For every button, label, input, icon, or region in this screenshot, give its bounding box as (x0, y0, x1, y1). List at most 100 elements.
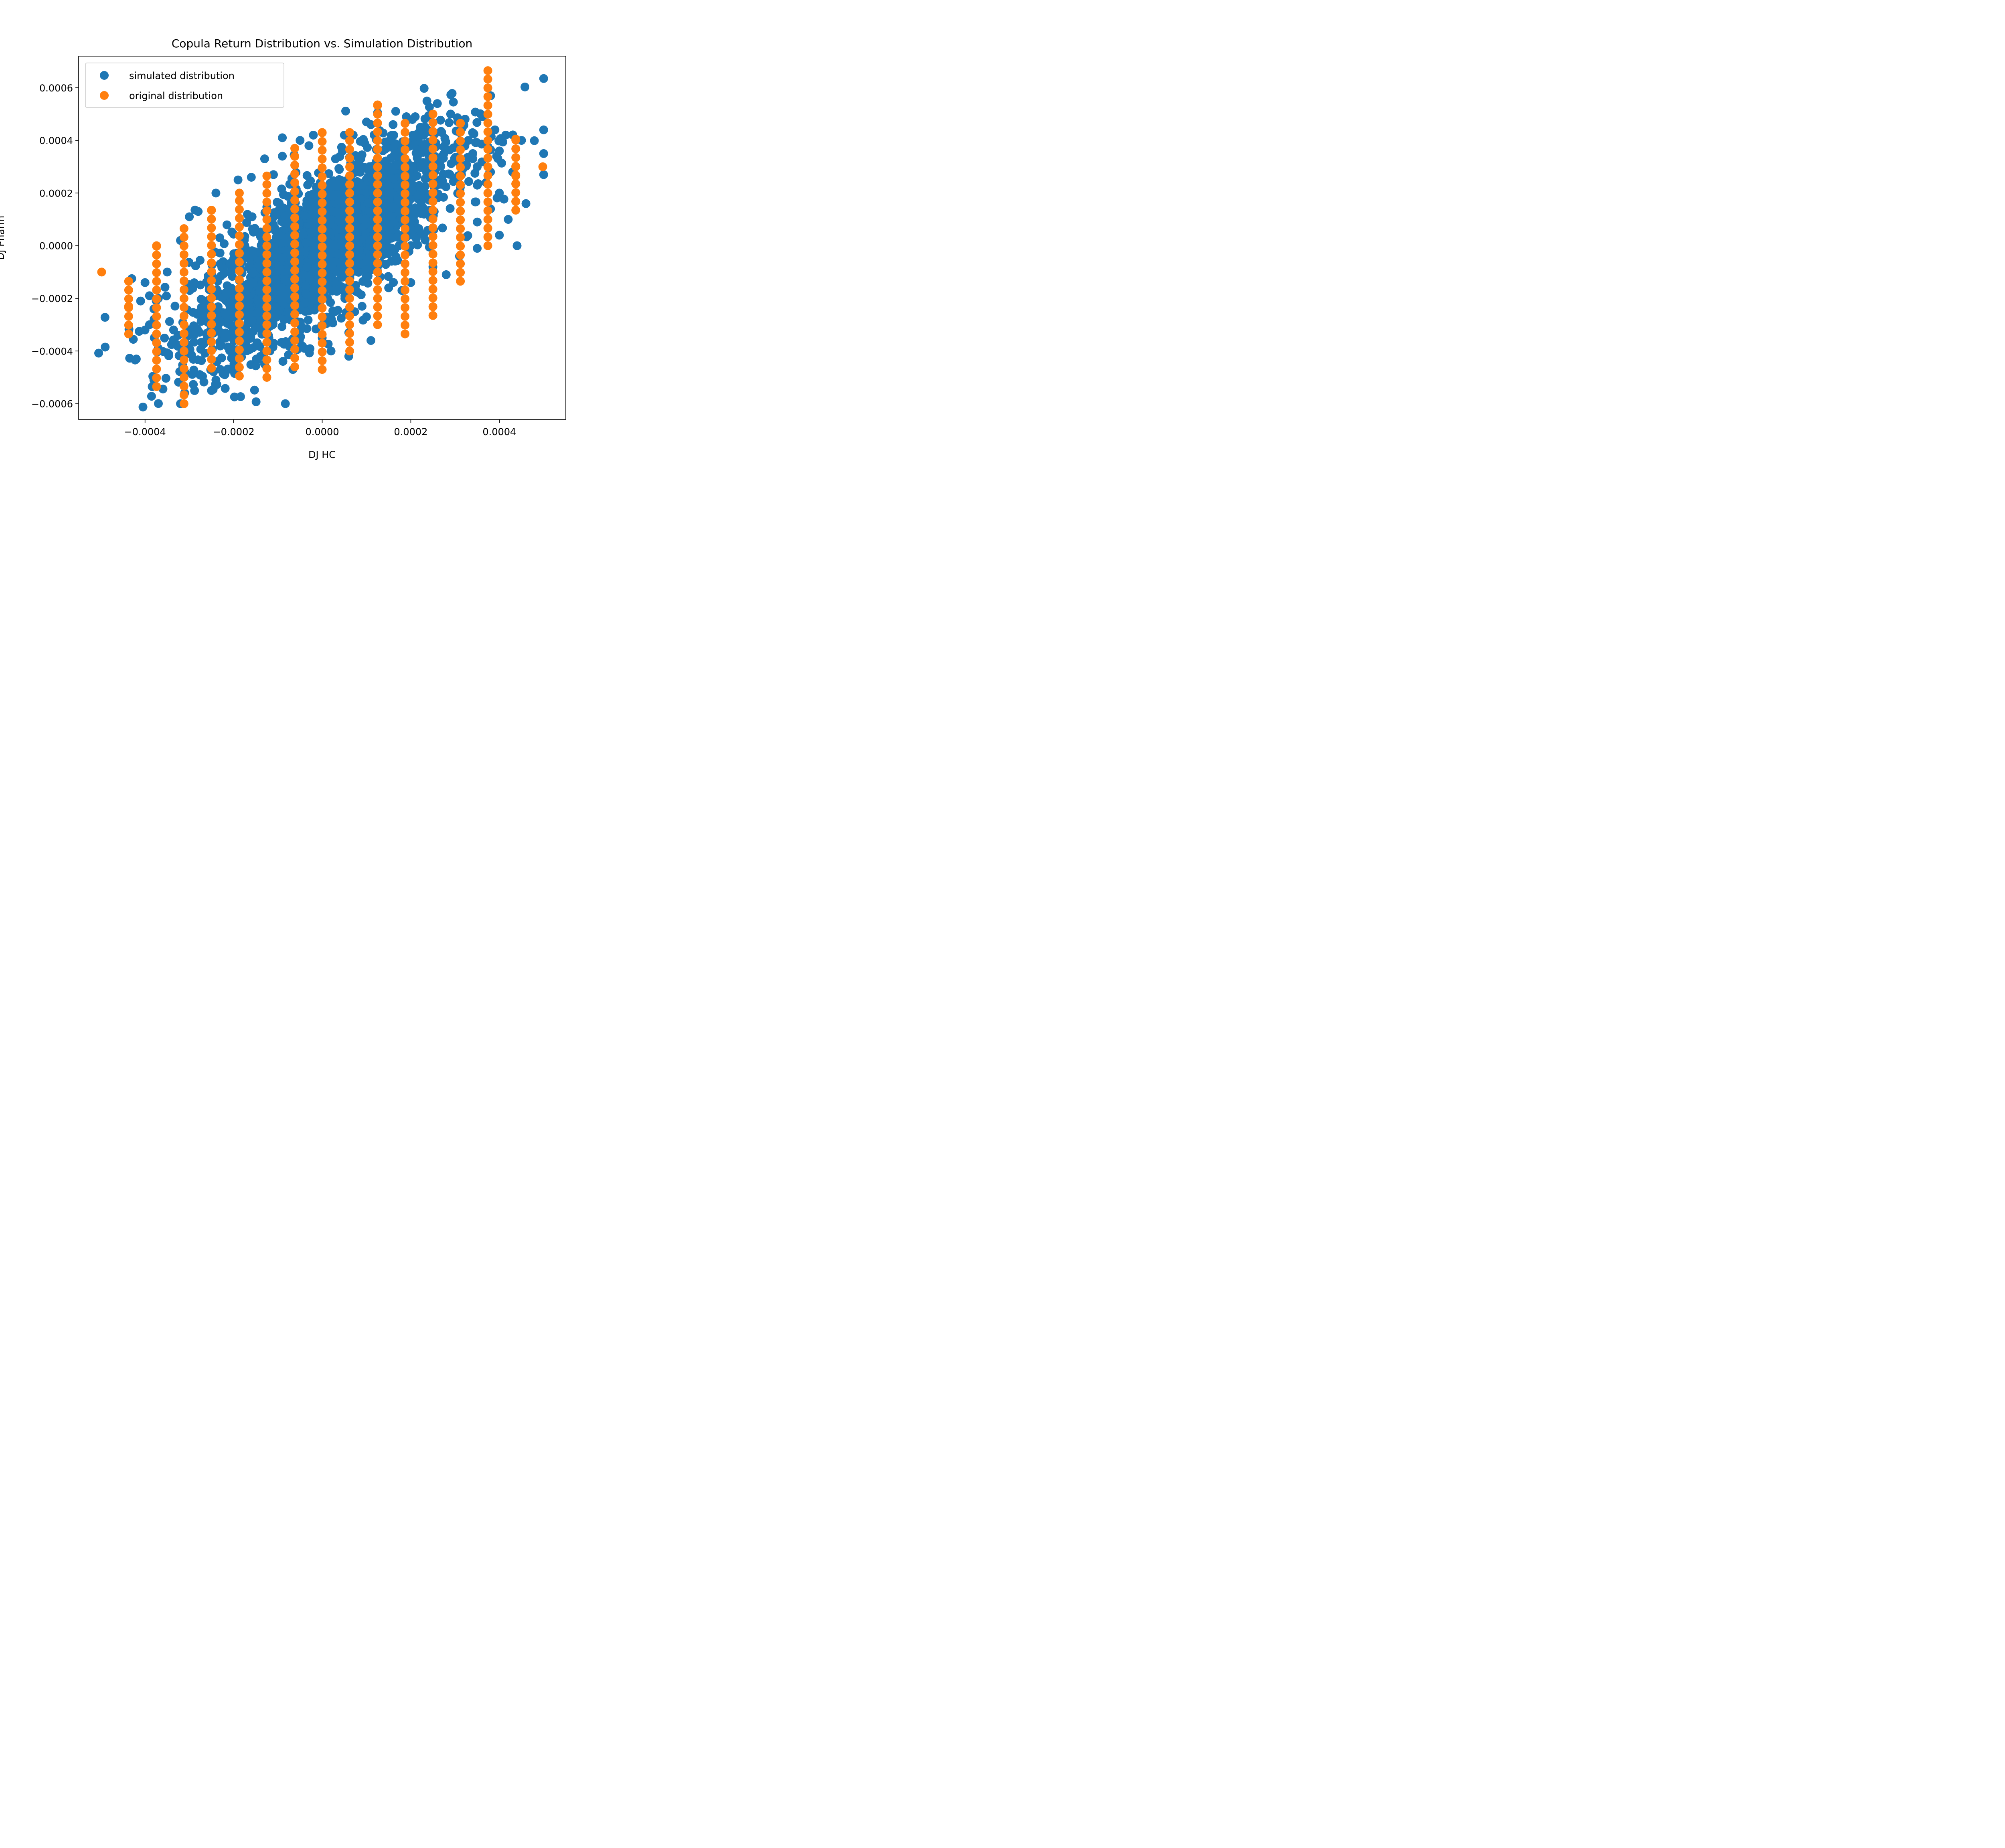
original-point (290, 222, 300, 231)
original-point (235, 214, 244, 223)
original-point (262, 188, 271, 198)
original-point (152, 241, 161, 250)
original-point (483, 154, 492, 163)
simulated-point (512, 241, 522, 250)
original-point (401, 329, 410, 338)
original-point (235, 292, 244, 302)
original-point (428, 293, 437, 302)
original-point (345, 188, 354, 198)
simulated-point (249, 278, 258, 288)
original-point (318, 225, 327, 234)
original-point (179, 355, 188, 365)
original-point (262, 215, 271, 224)
simulated-point (338, 256, 347, 265)
simulated-point (101, 342, 110, 352)
simulated-point (279, 217, 288, 227)
original-point (318, 216, 327, 225)
simulated-point (196, 295, 206, 304)
original-point (179, 294, 188, 303)
original-point (152, 268, 161, 277)
original-point (456, 207, 465, 216)
simulated-point (418, 162, 427, 171)
x-tick-label: 0.0002 (394, 426, 427, 438)
simulated-point (385, 136, 395, 145)
simulated-point (94, 349, 103, 358)
simulated-point (473, 217, 482, 227)
simulated-point (352, 199, 361, 208)
original-point (456, 136, 465, 146)
original-point (318, 172, 327, 181)
original-point (152, 338, 161, 347)
original-point (401, 312, 410, 321)
original-point (345, 128, 354, 137)
simulated-point (437, 128, 446, 137)
original-point (235, 196, 244, 205)
simulated-point (162, 267, 172, 277)
simulated-point (381, 199, 390, 208)
original-point (179, 338, 188, 347)
simulated-point (300, 344, 309, 353)
simulated-point (154, 399, 163, 408)
simulated-point (221, 384, 230, 393)
simulated-point (304, 141, 314, 150)
original-point (262, 320, 271, 329)
simulated-point (421, 235, 430, 245)
original-point (401, 128, 410, 137)
simulated-point (140, 278, 150, 287)
simulated-point (449, 97, 458, 107)
original-point (290, 196, 300, 205)
original-point (290, 283, 300, 292)
original-point (124, 329, 133, 338)
original-point (318, 233, 327, 243)
y-axis-label: DJ Pharm (0, 216, 6, 260)
x-tick-label: 0.0000 (306, 426, 339, 438)
original-point (401, 198, 410, 207)
original-point (207, 363, 216, 373)
original-point (345, 267, 354, 277)
original-point (373, 118, 382, 128)
simulated-point (438, 223, 447, 233)
simulated-point (190, 278, 199, 287)
original-point (401, 277, 410, 286)
simulated-point (225, 259, 235, 268)
simulated-point (246, 360, 255, 369)
simulated-point (360, 139, 369, 148)
original-point (373, 224, 382, 233)
simulated-point (283, 192, 292, 201)
original-point (262, 233, 271, 242)
original-point (235, 336, 244, 346)
original-point (401, 119, 410, 128)
simulated-point (301, 281, 310, 290)
original-point (235, 257, 244, 267)
original-point (456, 128, 465, 137)
original-point (401, 172, 410, 181)
original-point (235, 328, 244, 337)
original-point (318, 190, 327, 199)
original-point (401, 286, 410, 295)
original-point (373, 100, 382, 109)
simulated-point (493, 154, 502, 163)
original-point (235, 188, 244, 198)
simulated-point (328, 306, 337, 316)
simulated-point (211, 188, 221, 198)
simulated-point (216, 341, 225, 351)
original-point (262, 267, 271, 277)
original-point (318, 304, 327, 313)
legend: simulated distribution original distribu… (85, 63, 284, 108)
simulated-point (236, 392, 245, 401)
original-point (318, 198, 327, 207)
original-point (318, 207, 327, 216)
original-point (483, 92, 492, 101)
simulated-point (442, 270, 451, 279)
simulated-point (329, 240, 338, 249)
original-point (207, 302, 216, 311)
simulated-point (520, 82, 530, 91)
y-tick-label: 0.0000 (39, 241, 73, 252)
original-point (373, 250, 382, 259)
simulated-point (391, 107, 400, 116)
simulated-point (169, 325, 178, 334)
simulated-point (471, 197, 480, 207)
original-point (207, 355, 216, 364)
simulated-point (225, 346, 234, 355)
simulated-point (247, 316, 257, 325)
